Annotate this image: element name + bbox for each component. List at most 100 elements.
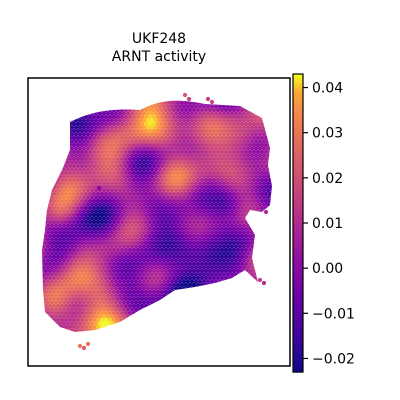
tissue-spot [93, 188, 99, 193]
tissue-spot [63, 254, 69, 260]
tissue-spot [209, 300, 215, 305]
tissue-spot [103, 268, 109, 274]
tissue-spot [199, 233, 205, 239]
tissue-spot [207, 261, 213, 267]
tissue-spot [168, 94, 172, 98]
tissue-spot [124, 94, 128, 98]
tissue-spot [113, 153, 119, 158]
tissue-spot [49, 167, 55, 172]
tissue-spot [153, 286, 159, 291]
tissue-spot [59, 254, 65, 260]
tissue-spot [214, 335, 218, 339]
tissue-spot [231, 135, 237, 141]
tissue-spot [231, 324, 237, 330]
tissue-spot [257, 202, 263, 207]
tissue-spot [173, 111, 179, 116]
tissue-spot [61, 202, 67, 207]
tissue-spot [75, 191, 81, 197]
tissue-spot [139, 254, 145, 260]
tissue-spot [209, 146, 215, 151]
tissue-spot [101, 265, 107, 270]
tissue-spot [101, 223, 107, 228]
tissue-spot [241, 202, 247, 207]
tissue-spot [193, 174, 199, 179]
colorbar-gradient-segment [293, 232, 303, 237]
tissue-spot [123, 261, 129, 267]
tissue-spot [137, 321, 143, 326]
tissue-spot [221, 188, 227, 193]
tissue-spot [189, 139, 195, 144]
tissue-spot [176, 94, 180, 98]
tissue-spot [187, 191, 193, 197]
tissue-spot [45, 265, 51, 270]
tissue-spot [243, 282, 249, 288]
tissue-spot [119, 212, 125, 218]
colorbar-tick-label: −0.02 [312, 351, 355, 367]
tissue-spot [133, 230, 139, 235]
tissue-spot [267, 310, 272, 316]
tissue-spot [151, 142, 157, 148]
tissue-spot [81, 251, 87, 256]
tissue-spot [133, 202, 139, 207]
tissue-spot [221, 307, 227, 312]
tissue-spot [193, 139, 199, 144]
tissue-spot [113, 146, 119, 151]
tissue-spot [137, 118, 143, 123]
tissue-spot [91, 205, 97, 211]
tissue-spot [253, 300, 259, 305]
tissue-spot [223, 205, 229, 211]
tissue-spot [211, 317, 217, 323]
tissue-spot [257, 328, 263, 332]
tissue-spot [63, 233, 69, 239]
tissue-spot [245, 314, 251, 319]
colorbar-gradient-segment [293, 76, 303, 80]
tissue-spot [219, 114, 225, 120]
tissue-spot [83, 135, 89, 141]
tissue-spot [231, 142, 237, 148]
tissue-spot [89, 265, 95, 270]
tissue-spot [189, 118, 195, 123]
tissue-spot [75, 275, 81, 281]
tissue-spot [205, 251, 211, 256]
tissue-spot [235, 219, 241, 225]
tissue-spot [261, 139, 267, 144]
tissue-spot [169, 188, 175, 193]
tissue-spot [149, 125, 155, 130]
tissue-spot [219, 296, 225, 302]
tissue-spot [137, 209, 143, 214]
tissue-spot [274, 146, 278, 150]
tissue-spot [217, 132, 223, 137]
tissue-spot [59, 205, 65, 211]
tissue-spot [97, 100, 103, 102]
tissue-spot [212, 94, 216, 98]
tissue-spot [227, 226, 233, 232]
tissue-spot [225, 230, 231, 235]
tissue-spot [67, 177, 73, 183]
tissue-spot [137, 216, 143, 221]
tissue-spot [195, 233, 201, 239]
tissue-spot [267, 226, 272, 232]
tissue-spot [101, 132, 107, 137]
tissue-spot [197, 188, 203, 193]
tissue-spot [85, 237, 91, 242]
tissue-spot [247, 205, 253, 211]
tissue-spot [185, 202, 191, 207]
tissue-spot [147, 142, 153, 148]
tissue-spot [239, 254, 245, 260]
tissue-spot [229, 160, 235, 165]
tissue-spot [207, 247, 213, 253]
tissue-spot [49, 216, 55, 221]
tissue-spot [229, 139, 235, 144]
tissue-spot [231, 177, 237, 183]
tissue-spot [90, 335, 94, 339]
tissue-spot [165, 230, 171, 235]
tissue-spot [201, 167, 207, 172]
tissue-spot [239, 135, 245, 141]
tissue-spot [179, 254, 185, 260]
colorbar-gradient-segment [293, 153, 303, 157]
tissue-spot [57, 223, 63, 228]
tissue-spot [241, 223, 247, 228]
tissue-spot [251, 149, 257, 155]
tissue-spot [51, 107, 57, 113]
tissue-spot [193, 153, 199, 158]
